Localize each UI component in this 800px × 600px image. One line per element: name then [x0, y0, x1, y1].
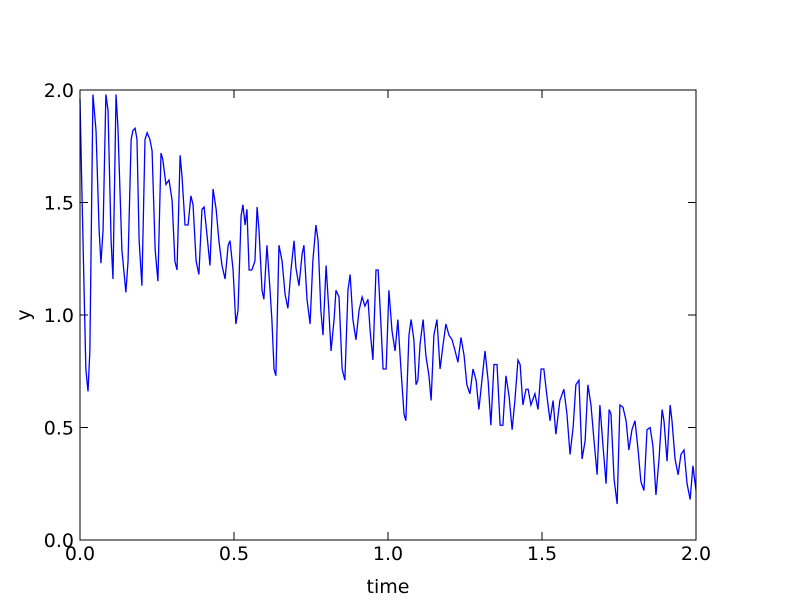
y-axis-label: y [13, 309, 35, 320]
x-tick-label: 0.0 [65, 543, 95, 565]
y-tick-label: 1.0 [44, 305, 74, 327]
data-line [79, 94, 697, 505]
y-tick-label: 2.0 [44, 80, 74, 102]
x-tick-label: 0.5 [219, 543, 249, 565]
y-tick-label: 0.5 [44, 418, 74, 440]
x-tick-label: 1.5 [527, 543, 557, 565]
x-axis-label: time [367, 576, 410, 598]
plot-frame [79, 89, 697, 541]
x-tick-label: 1.0 [373, 543, 403, 565]
y-tick-label: 1.5 [44, 193, 74, 215]
y-tick-label: 0.0 [44, 530, 74, 552]
x-tick-label: 2.0 [681, 543, 711, 565]
